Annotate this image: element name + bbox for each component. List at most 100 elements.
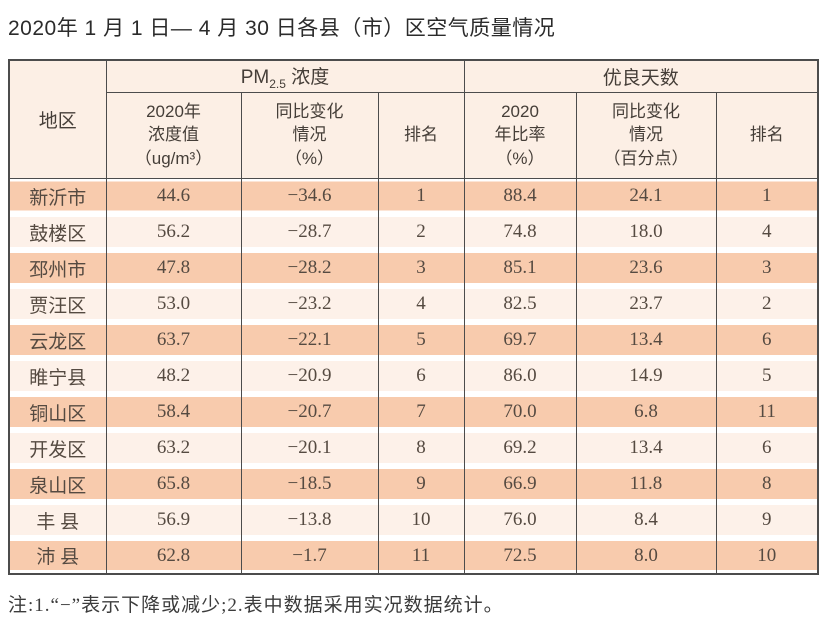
pm-change-cell: −1.7: [240, 538, 379, 574]
good-change-cell: 6.8: [575, 394, 717, 430]
good-change-cell: 23.6: [575, 250, 717, 286]
good-rank-cell: 2: [715, 286, 819, 322]
pm-change-cell: −18.5: [240, 466, 379, 502]
pm-change-cell: −28.7: [240, 214, 379, 250]
header-region: 地区: [8, 59, 107, 179]
pm-change-cell: −22.1: [240, 322, 379, 358]
good-change-cell: 14.9: [575, 358, 717, 394]
pm-value-cell: 56.9: [105, 502, 242, 538]
pm-rank-cell: 3: [377, 250, 465, 286]
table-row: 鼓楼区 56.2 −28.7 2 74.8 18.0 4: [8, 214, 819, 250]
pm-rank-cell: 7: [377, 394, 465, 430]
pm-value-cell: 44.6: [105, 178, 242, 214]
pm-value-cell: 47.8: [105, 250, 242, 286]
pm-value-cell: 53.0: [105, 286, 242, 322]
good-rank-cell: 8: [715, 466, 819, 502]
pm-rank-cell: 1: [377, 178, 465, 214]
pm-rank-cell: 9: [377, 466, 465, 502]
good-rank-cell: 1: [715, 178, 819, 214]
table-row: 云龙区 63.7 −22.1 5 69.7 13.4 6: [8, 322, 819, 358]
pm-value-cell: 48.2: [105, 358, 242, 394]
pm-value-cell: 63.7: [105, 322, 242, 358]
good-change-cell: 8.0: [575, 538, 717, 574]
good-change-cell: 11.8: [575, 466, 717, 502]
header-group-pm25: PM2.5 浓度: [105, 59, 465, 93]
good-rate-cell: 82.5: [463, 286, 577, 322]
region-cell: 开发区: [8, 430, 107, 466]
table-row: 邳州市 47.8 −28.2 3 85.1 23.6 3: [8, 250, 819, 286]
region-cell: 睢宁县: [8, 358, 107, 394]
header-good-change: 同比变化 情况 （百分点）: [575, 91, 717, 179]
pm-rank-cell: 8: [377, 430, 465, 466]
table-row: 铜山区 58.4 −20.7 7 70.0 6.8 11: [8, 394, 819, 430]
good-rate-cell: 72.5: [463, 538, 577, 574]
good-rate-cell: 88.4: [463, 178, 577, 214]
pm-rank-cell: 6: [377, 358, 465, 394]
pm-change-cell: −20.7: [240, 394, 379, 430]
air-quality-table: 地区 PM2.5 浓度 优良天数 2020年 浓度值 （ug/m³） 同比变化 …: [8, 59, 820, 575]
table-row: 沛 县 62.8 −1.7 11 72.5 8.0 10: [8, 538, 819, 574]
pm25-label-suffix: 浓度: [291, 66, 330, 88]
header-sub-row: 2020年 浓度值 （ug/m³） 同比变化 情况 （%） 排名 2020 年比…: [9, 91, 819, 179]
header-good-rank: 排名: [715, 91, 819, 179]
pm-rank-cell: 2: [377, 214, 465, 250]
pm-change-cell: −28.2: [240, 250, 379, 286]
pm-value-cell: 58.4: [105, 394, 242, 430]
region-cell: 沛 县: [8, 538, 107, 574]
pm-rank-cell: 5: [377, 322, 465, 358]
region-cell: 丰 县: [8, 502, 107, 538]
good-rate-cell: 69.7: [463, 322, 577, 358]
region-cell: 邳州市: [8, 250, 107, 286]
region-cell: 新沂市: [8, 178, 107, 214]
region-cell: 鼓楼区: [8, 214, 107, 250]
header-group-good-days: 优良天数: [463, 59, 819, 93]
pm-rank-cell: 4: [377, 286, 465, 322]
region-cell: 泉山区: [8, 466, 107, 502]
pm-change-cell: −13.8: [240, 502, 379, 538]
region-cell: 云龙区: [8, 322, 107, 358]
pm-value-cell: 63.2: [105, 430, 242, 466]
pm-value-cell: 62.8: [105, 538, 242, 574]
pm-change-cell: −20.9: [240, 358, 379, 394]
good-rate-cell: 70.0: [463, 394, 577, 430]
good-change-cell: 13.4: [575, 430, 717, 466]
good-change-cell: 8.4: [575, 502, 717, 538]
table-row: 睢宁县 48.2 −20.9 6 86.0 14.9 5: [8, 358, 819, 394]
good-rate-cell: 76.0: [463, 502, 577, 538]
pm25-label-prefix: PM: [240, 66, 270, 88]
good-change-cell: 24.1: [575, 178, 717, 214]
good-rank-cell: 11: [715, 394, 819, 430]
header-pm-change: 同比变化 情况 （%）: [240, 91, 379, 179]
table-row: 丰 县 56.9 −13.8 10 76.0 8.4 9: [8, 502, 819, 538]
pm-change-cell: −20.1: [240, 430, 379, 466]
table-row: 贾汪区 53.0 −23.2 4 82.5 23.7 2: [8, 286, 819, 322]
region-cell: 贾汪区: [8, 286, 107, 322]
good-change-cell: 23.7: [575, 286, 717, 322]
good-change-cell: 18.0: [575, 214, 717, 250]
footnote: 注:1.“−”表示下降或减少;2.表中数据采用实况数据统计。: [8, 595, 504, 616]
pm-rank-cell: 10: [377, 502, 465, 538]
good-rate-cell: 85.1: [463, 250, 577, 286]
good-change-cell: 13.4: [575, 322, 717, 358]
good-rank-cell: 4: [715, 214, 819, 250]
good-rate-cell: 74.8: [463, 214, 577, 250]
good-rate-cell: 66.9: [463, 466, 577, 502]
good-rank-cell: 6: [715, 322, 819, 358]
pm-value-cell: 65.8: [105, 466, 242, 502]
pm-change-cell: −23.2: [240, 286, 379, 322]
good-rank-cell: 3: [715, 250, 819, 286]
header-group-row: 地区 PM2.5 浓度 优良天数: [8, 59, 819, 179]
pm-change-cell: −34.6: [240, 178, 379, 214]
header-pm-rank: 排名: [377, 91, 465, 179]
good-rate-cell: 86.0: [463, 358, 577, 394]
table-row: 泉山区 65.8 −18.5 9 66.9 11.8 8: [8, 466, 819, 502]
table-row: 开发区 63.2 −20.1 8 69.2 13.4 6: [8, 430, 819, 466]
good-rank-cell: 9: [715, 502, 819, 538]
good-rate-cell: 69.2: [463, 430, 577, 466]
pm-value-cell: 56.2: [105, 214, 242, 250]
table-row: 新沂市 44.6 −34.6 1 88.4 24.1 1: [8, 178, 819, 214]
good-rank-cell: 10: [715, 538, 819, 574]
header-pm-value: 2020年 浓度值 （ug/m³）: [105, 91, 242, 179]
pm-rank-cell: 11: [377, 538, 465, 574]
